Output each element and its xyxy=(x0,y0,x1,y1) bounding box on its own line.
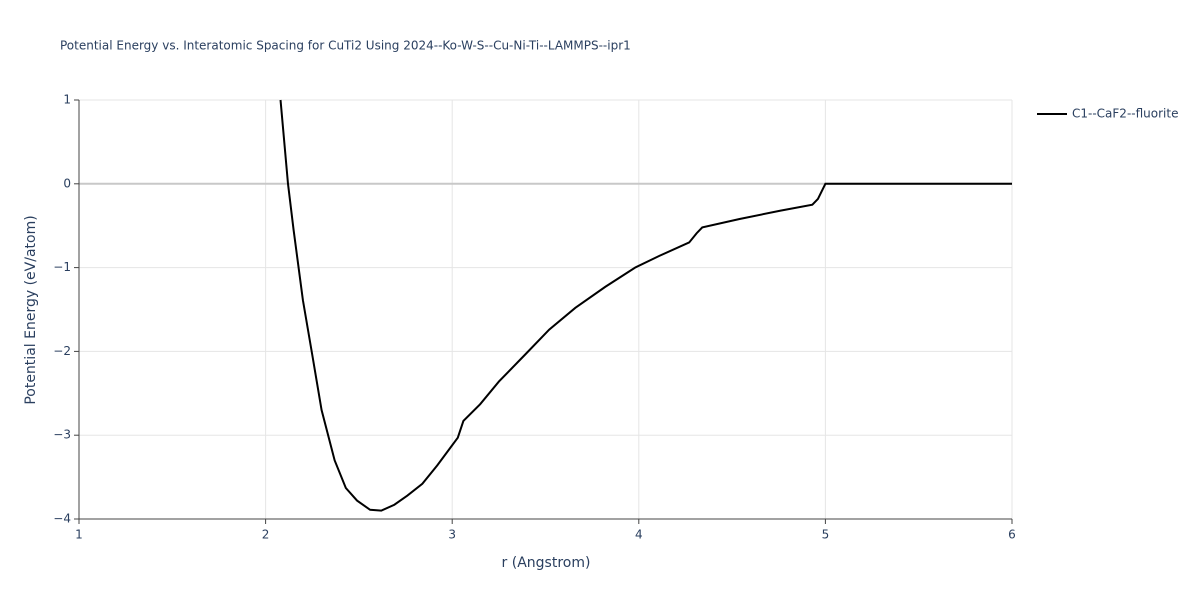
y-tick-label: −4 xyxy=(53,512,71,526)
x-tick-label: 1 xyxy=(75,528,83,542)
line-series xyxy=(279,99,1012,512)
y-tick-label: 1 xyxy=(63,93,71,107)
y-tick-label: 0 xyxy=(63,176,71,190)
x-tick-label: 5 xyxy=(822,528,830,542)
x-tick-label: 3 xyxy=(448,528,456,542)
x-axis-label: r (Angstrom) xyxy=(502,555,591,571)
y-axis-label: Potential Energy (eV/atom) xyxy=(23,215,39,404)
chart-title: Potential Energy vs. Interatomic Spacing… xyxy=(60,39,631,53)
x-tick-label: 4 xyxy=(635,528,643,542)
y-tick-label: −3 xyxy=(53,428,71,442)
x-tick-label: 6 xyxy=(1008,528,1016,542)
y-tick-label: −2 xyxy=(53,344,71,358)
y-tick-label: −1 xyxy=(53,260,71,274)
x-tick-label: 2 xyxy=(262,528,270,542)
legend-label: C1--CaF2--fluorite xyxy=(1072,107,1178,121)
